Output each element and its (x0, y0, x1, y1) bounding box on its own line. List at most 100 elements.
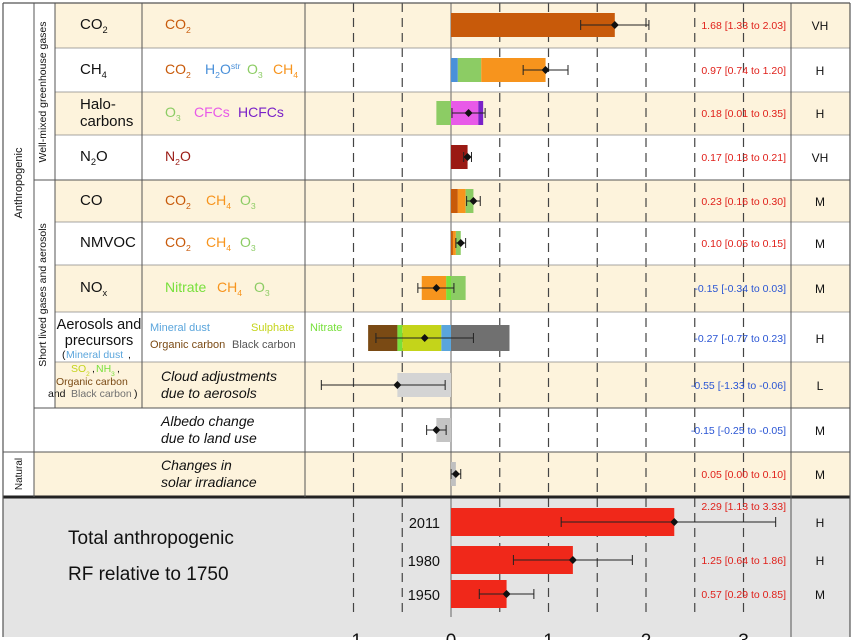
confidence-label: VH (812, 19, 829, 33)
driver-label: NOx (80, 279, 108, 298)
confidence-label: M (815, 237, 825, 251)
total-year: 1950 (408, 588, 440, 604)
confidence-label: M (815, 424, 825, 438)
confidence-label: H (816, 64, 825, 78)
driver-label: Halo- (80, 96, 116, 113)
group-label-natural: Natural (14, 458, 25, 490)
value-label: 1.68 [1.33 to 2.03] (701, 20, 786, 32)
driver-label: carbons (80, 113, 133, 130)
best-estimate-marker (502, 590, 511, 598)
aerosol-sublabel: Black carbon (71, 388, 132, 400)
best-estimate-marker (451, 470, 460, 478)
group-label-slcf: Short lived gases and aerosols (37, 223, 49, 367)
emitted-compound: CH4 (206, 234, 231, 253)
value-label: 0.17 [0.13 to 0.21] (701, 152, 786, 164)
driver-label: CH4 (80, 61, 107, 80)
aerosol-sublabel: , (92, 363, 95, 375)
confidence-label: M (815, 195, 825, 209)
emitted-compound: O3 (165, 104, 181, 123)
aerosol-sublabel: ) (134, 388, 138, 400)
best-estimate-marker (464, 109, 473, 117)
confidence-label: M (815, 468, 825, 482)
emitted-compound: CO2 (165, 61, 191, 80)
best-estimate-marker (541, 66, 550, 74)
emitted-compound: CH4 (206, 192, 231, 211)
aerosol-sublabel: Mineral dust (66, 349, 123, 361)
x-tick-label: 2 (641, 631, 652, 640)
emitted-compound: Nitrate (310, 322, 342, 334)
bar-segment (452, 231, 456, 255)
driver-label: CO2 (80, 16, 108, 35)
confidence-label: H (816, 107, 825, 121)
mechanism-label: due to land use (161, 430, 257, 446)
value-label: -0.15 [-0.34 to 0.03] (694, 283, 786, 295)
best-estimate-marker (463, 153, 472, 161)
best-estimate-marker (456, 239, 465, 247)
group-label-ghg: Well-mixed greenhouse gases (37, 21, 49, 162)
total-year: 2011 (409, 516, 440, 532)
emitted-compound: O3 (240, 192, 256, 211)
emitted-compound: Sulphate (251, 322, 294, 334)
mechanism-label: Albedo change (160, 413, 255, 429)
value-label: 0.10 [0.05 to 0.15] (701, 238, 786, 250)
emitted-compound: O3 (240, 234, 256, 253)
mechanism-label: due to aerosols (161, 385, 257, 401)
bar-segment (451, 189, 458, 213)
value-label: 0.05 [0.00 to 0.10] (701, 469, 786, 481)
bar-segment (451, 145, 468, 169)
bar-segment (451, 276, 466, 300)
x-tick-label: 0 (446, 631, 457, 640)
value-label: 2.29 [1.13 to 3.33] (701, 501, 786, 513)
driver-label: precursors (65, 333, 134, 349)
aerosol-sublabel: , (128, 349, 131, 361)
totals-panel (3, 497, 850, 637)
group-label-anthropogenic: Anthropogenic (13, 147, 25, 218)
emitted-compound: CH4 (217, 279, 242, 298)
emitted-compound: Nitrate (165, 279, 206, 295)
best-estimate-marker (420, 334, 429, 342)
emitted-compound: Mineral dust (150, 322, 210, 334)
emitted-compound: N2O (165, 148, 191, 167)
mechanism-label: Cloud adjustments (161, 368, 277, 384)
confidence-label: M (815, 282, 825, 296)
best-estimate-marker (568, 556, 577, 564)
aerosol-sublabel: NH3 (96, 363, 115, 378)
best-estimate-marker (393, 381, 402, 389)
emitted-compound: O3 (254, 279, 270, 298)
best-estimate-marker (670, 518, 679, 526)
driver-label: Aerosols and (57, 317, 142, 333)
emitted-compound: CFCs (194, 104, 230, 120)
value-label: 0.57 [0.29 to 0.85] (701, 589, 786, 601)
row-band (55, 362, 850, 408)
bar-segment (457, 58, 482, 82)
emitted-compound: CO2 (165, 16, 191, 35)
aerosol-sublabel: Organic carbon (56, 376, 128, 388)
value-label: 0.97 [0.74 to 1.20] (701, 65, 786, 77)
emitted-compound: HCFCs (238, 104, 284, 120)
aerosol-sublabel: , (117, 363, 120, 375)
row-band (34, 452, 55, 497)
emitted-compound: H2Ostr (205, 61, 241, 80)
confidence-label: H (816, 332, 825, 346)
emitted-compound: Organic carbon (150, 339, 225, 351)
driver-label: N2O (80, 148, 108, 167)
bar-segment (451, 231, 453, 255)
confidence-label: M (815, 588, 825, 602)
best-estimate-marker (469, 197, 478, 205)
best-estimate-marker (432, 284, 441, 292)
x-tick-label: 1 (543, 631, 554, 640)
driver-label: NMVOC (80, 234, 136, 251)
mechanism-label: solar irradiance (161, 474, 257, 490)
totals-label: Total anthropogenic (68, 528, 234, 549)
confidence-label: L (817, 379, 824, 393)
value-label: -0.55 [-1.33 to -0.06] (691, 380, 786, 392)
value-label: -0.27 [-0.77 to 0.23] (694, 333, 786, 345)
x-tick-label: -1 (345, 631, 362, 640)
bar-segment (457, 189, 466, 213)
total-year: 1980 (408, 554, 440, 570)
mechanism-label: Changes in (161, 457, 232, 473)
emitted-compound: CO2 (165, 192, 191, 211)
emitted-compound: CH4 (273, 61, 298, 80)
confidence-label: H (816, 516, 825, 530)
